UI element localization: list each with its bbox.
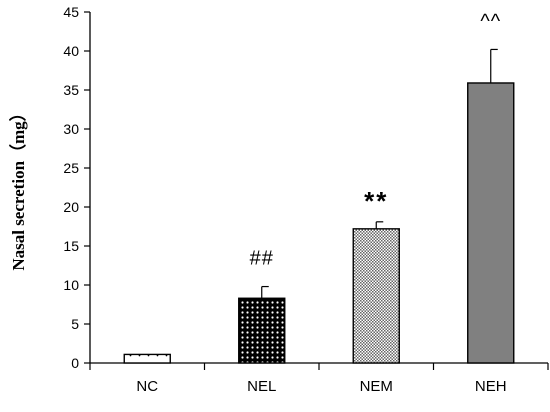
y-tick-label: 5 bbox=[71, 316, 79, 332]
y-tick-label: 30 bbox=[63, 121, 79, 137]
significance-label-nel: ## bbox=[250, 248, 274, 270]
labels: 0 5 10 15 20 25 30 35 40 45 Nasal secretion（mg） NC N… bbox=[8, 4, 507, 395]
category-label-neh: NEH bbox=[475, 378, 507, 395]
y-tick-label: 40 bbox=[63, 43, 79, 59]
y-tick-label: 25 bbox=[63, 160, 79, 176]
category-label-nem: NEM bbox=[360, 378, 393, 395]
y-tick-label: 35 bbox=[63, 82, 79, 98]
y-tick-label: 10 bbox=[63, 277, 79, 293]
y-tick-label: 45 bbox=[63, 4, 79, 20]
y-axis-label: Nasal secretion（mg） bbox=[8, 104, 28, 270]
bar-neh bbox=[467, 82, 515, 364]
bar-nem bbox=[352, 228, 400, 364]
category-label-nc: NC bbox=[136, 378, 158, 395]
significance-label-neh: ^^ bbox=[480, 10, 501, 32]
bar-nel bbox=[238, 297, 286, 364]
y-tick-label: 20 bbox=[63, 199, 79, 215]
y-tick-label: 15 bbox=[63, 238, 79, 254]
y-tick-label: 0 bbox=[71, 355, 79, 371]
significance-label-nem: ** bbox=[364, 186, 388, 216]
category-label-nel: NEL bbox=[247, 378, 276, 395]
bars bbox=[123, 48, 515, 364]
bar-nc bbox=[123, 353, 171, 364]
